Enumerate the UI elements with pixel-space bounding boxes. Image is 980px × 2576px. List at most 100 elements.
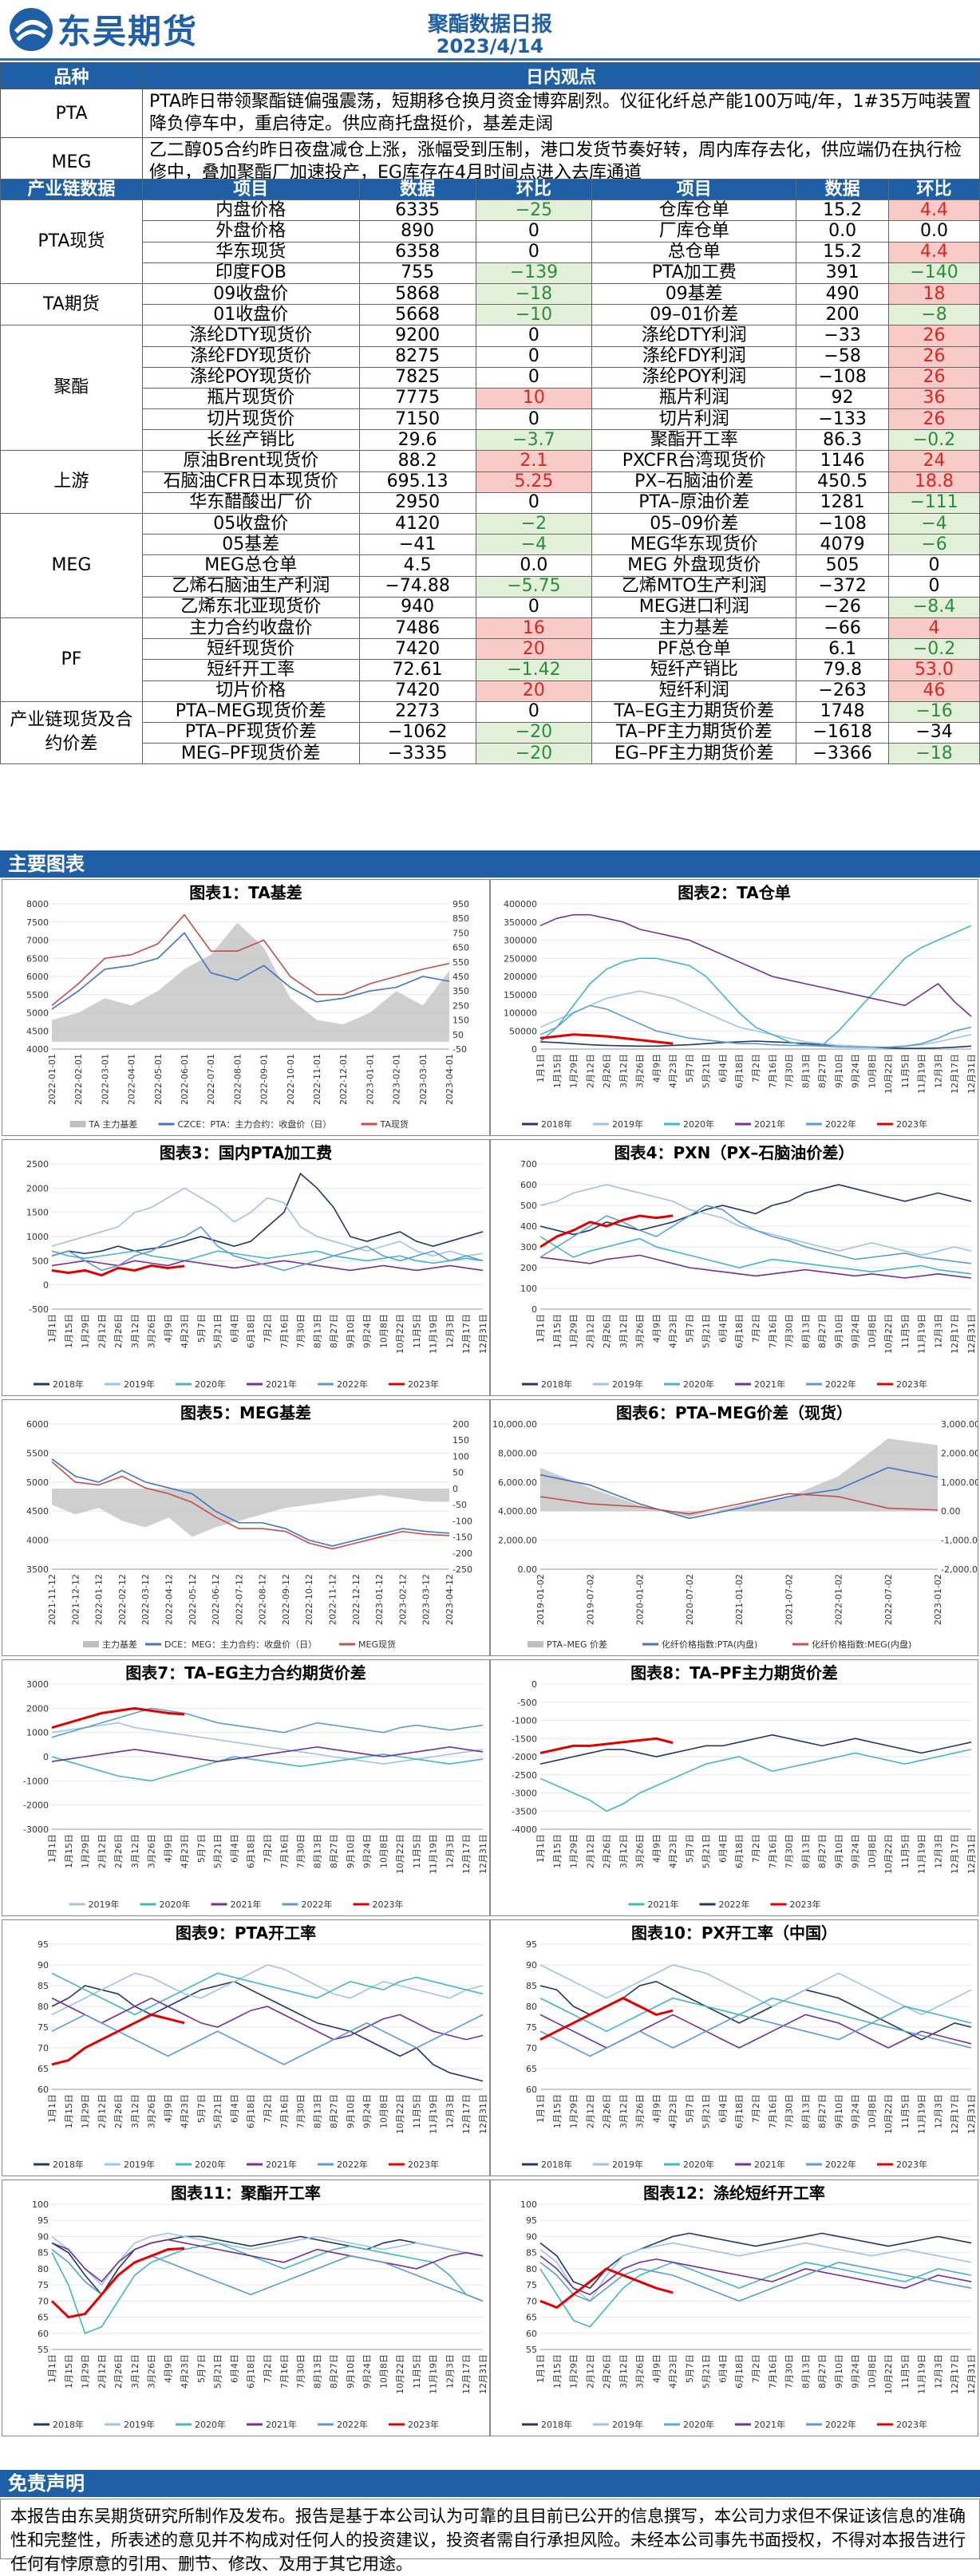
y-tick-label: 6,000.00 bbox=[498, 1477, 537, 1488]
x-tick-label: 6月18日 bbox=[246, 1314, 256, 1348]
x-tick-label: 7月30日 bbox=[784, 2354, 795, 2389]
item-change: 16 bbox=[475, 617, 593, 640]
item-value: 92 bbox=[796, 387, 890, 410]
y-tick-label: 600 bbox=[520, 1180, 537, 1190]
series-line bbox=[539, 1040, 972, 1049]
x-tick-label: 10月22日 bbox=[395, 1834, 405, 1874]
y-tick-label: 400 bbox=[520, 1221, 537, 1232]
legend-label: 2023年 bbox=[896, 1118, 927, 1130]
item-value: 7486 bbox=[358, 617, 476, 640]
x-tick-label: 11月5日 bbox=[900, 1314, 911, 1348]
y-tick-label: 55 bbox=[38, 2345, 49, 2355]
item-change: 0.0 bbox=[888, 220, 980, 243]
x-tick-label: 7月2日 bbox=[751, 1054, 761, 1083]
item-change: 0 bbox=[888, 554, 980, 577]
y-tick-label: 85 bbox=[38, 1981, 49, 1991]
chart-ta-eg-spread: 图表7：TA–EG主力合约期货价差 -3000 -2000 -1000 0 1000 200… bbox=[2, 1659, 490, 1916]
x-tick-label: 8月27日 bbox=[329, 1834, 339, 1868]
legend-label: 2019年 bbox=[612, 2419, 643, 2430]
x-tick-label: 12月31日 bbox=[966, 2354, 977, 2394]
x-tick-label: 10月22日 bbox=[395, 2354, 405, 2394]
x-tick-label: 3月26日 bbox=[147, 2354, 157, 2389]
legend-label: 2023年 bbox=[896, 1379, 927, 1390]
item-change: 5.25 bbox=[475, 471, 593, 493]
series-line bbox=[51, 1746, 484, 1762]
x-tick-label: 5月21日 bbox=[213, 2094, 223, 2128]
y-tick-label: -4000 bbox=[512, 1825, 537, 1835]
item-name: 总仓单 bbox=[591, 241, 797, 263]
item-change: 0 bbox=[475, 491, 593, 515]
legend-label: PTA–MEG 价差 bbox=[547, 1639, 607, 1650]
x-tick-label: 7月2日 bbox=[263, 1314, 273, 1343]
item-value: 4120 bbox=[358, 512, 476, 535]
chart-title: 图表4：PXN（PX–石脑油价差） bbox=[614, 1143, 855, 1162]
item-change: 0 bbox=[475, 241, 593, 263]
item-value: −263 bbox=[796, 680, 890, 702]
item-name: 乙烯石脑油生产利润 bbox=[141, 575, 360, 598]
chart-svg: 60 65 70 75 80 85 90 95 1月1日 1月15日 1月29日 2月12日 2月26日… bbox=[522, 1939, 977, 2170]
y-tick-label: 4500 bbox=[26, 1026, 49, 1036]
disclaimer-text: 本报告由东吴期货研究所制作及发布。报告是基于本公司认为可靠的且目前已公开的信息撰… bbox=[0, 2499, 980, 2574]
data-row: 石脑油CFR日本现货价 695.13 5.25 PX–石脑油价差 450.5 18.8 bbox=[1, 471, 980, 493]
x-tick-label: 2022-04-12 bbox=[164, 1574, 174, 1625]
y2-tick-label: -50 bbox=[452, 1500, 467, 1510]
item-name: MEG总仓单 bbox=[141, 554, 360, 577]
x-tick-label: 5月7日 bbox=[685, 1834, 695, 1863]
x-tick-label: 2023-02-01 bbox=[392, 1054, 402, 1105]
series-line bbox=[539, 1493, 939, 1515]
y-tick-label: -1500 bbox=[512, 1734, 537, 1744]
x-tick-label: 3月26日 bbox=[147, 1834, 157, 1868]
chart-svg: -500 0 500 1000 1500 2000 2500 1月1日 1月15日 1月29日 2月… bbox=[26, 1159, 488, 1390]
x-tick-label: 12月17日 bbox=[461, 2094, 472, 2134]
view-cat: PTA bbox=[0, 89, 143, 138]
col-header: 环比 bbox=[888, 178, 980, 201]
y-tick-label: 8000 bbox=[26, 899, 49, 909]
col-header: 环比 bbox=[475, 178, 593, 201]
y-tick-label: 0 bbox=[43, 1752, 49, 1762]
item-change: −0.2 bbox=[888, 638, 980, 661]
y-tick-label: 65 bbox=[38, 2313, 49, 2323]
x-tick-label: 3月26日 bbox=[147, 1314, 157, 1348]
x-tick-label: 12月3日 bbox=[933, 2094, 943, 2128]
item-change: −16 bbox=[888, 700, 980, 723]
item-name: 主力合约收盘价 bbox=[141, 617, 360, 640]
data-row: PTA–PF现货价差 −1062 −20 TA–PF主力期货价差 −1618 −34 bbox=[1, 721, 980, 744]
item-name: TA–EG主力期货价差 bbox=[591, 700, 797, 723]
x-tick-label: 5月21日 bbox=[701, 2354, 712, 2389]
y2-tick-label: 350 bbox=[452, 986, 469, 996]
chart-title: 图表7：TA–EG主力合约期货价差 bbox=[125, 1663, 366, 1682]
y2-tick-label: 850 bbox=[452, 913, 469, 924]
x-tick-label: 7月2日 bbox=[751, 2354, 761, 2383]
series-line bbox=[539, 2242, 972, 2302]
y-tick-label: 0 bbox=[531, 1044, 537, 1055]
item-name: 短纤利润 bbox=[591, 680, 797, 702]
y-tick-label: 400000 bbox=[504, 899, 537, 909]
x-tick-label: 1月1日 bbox=[47, 1314, 57, 1343]
x-tick-label: 4月23日 bbox=[180, 2354, 190, 2389]
y-tick-label: 1000 bbox=[26, 1232, 49, 1242]
x-tick-label: 1月29日 bbox=[81, 2094, 91, 2128]
data-row: MEG 05收盘价 4120 −2 05–09价差 −108 −4 bbox=[0, 512, 980, 618]
y-tick-label: 80 bbox=[526, 2002, 537, 2012]
legend-label: 2023年 bbox=[790, 1899, 821, 1910]
x-tick-label: 8月13日 bbox=[312, 2354, 322, 2389]
item-value: 490 bbox=[796, 282, 890, 306]
x-tick-label: 1月29日 bbox=[569, 1834, 579, 1868]
item-change: 36 bbox=[888, 387, 980, 410]
x-tick-label: 5月7日 bbox=[685, 2354, 695, 2383]
y-tick-label: 350000 bbox=[504, 917, 537, 928]
x-tick-label: 1月1日 bbox=[47, 2094, 57, 2123]
x-tick-label: 8月27日 bbox=[817, 1054, 828, 1088]
legend-label: 2023年 bbox=[373, 1899, 404, 1910]
item-name: 切片价格 bbox=[141, 680, 360, 702]
x-tick-label: 2022-10-12 bbox=[304, 1574, 314, 1625]
x-tick-label: 12月3日 bbox=[933, 1054, 943, 1088]
x-tick-label: 6月18日 bbox=[734, 1054, 745, 1088]
x-tick-label: 2月12日 bbox=[585, 1834, 595, 1868]
x-tick-label: 4月9日 bbox=[651, 2094, 662, 2123]
x-tick-label: 1月15日 bbox=[64, 2094, 74, 2128]
x-tick-label: 12月3日 bbox=[933, 1314, 943, 1348]
x-tick-label: 9月24日 bbox=[851, 1834, 861, 1868]
x-tick-label: 7月30日 bbox=[296, 2354, 306, 2389]
